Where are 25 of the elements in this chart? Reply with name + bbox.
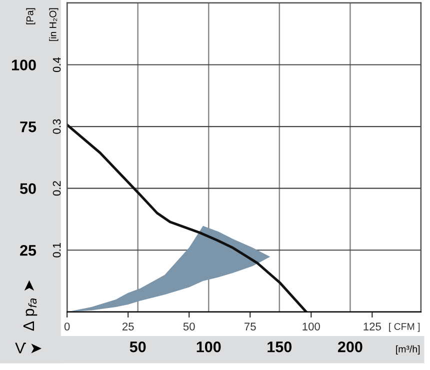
y-tick-label: 50 — [20, 183, 36, 194]
y-tick-label: 100 — [12, 60, 36, 70]
text: Δ p$_{fa}$ ➤ — [23, 280, 38, 331]
y2-axis-title: [in H₂O] — [49, 8, 58, 41]
x-tick-label: 25 — [122, 322, 134, 330]
x2-tick-label: 150 — [268, 341, 292, 352]
y2-tick-label: 0.4 — [52, 57, 61, 72]
y-axis-title: [Pa] — [26, 8, 36, 24]
x2-axis-title: [m³/h] — [396, 345, 420, 354]
text: V̇ ➤ — [15, 342, 42, 354]
x2-tick-label: 50 — [130, 341, 146, 352]
x-tick-label: 75 — [244, 322, 256, 330]
x-tick-label: 50 — [183, 322, 195, 330]
y-tick-label: 75 — [20, 122, 36, 132]
x-tick-label: 125 — [364, 322, 381, 330]
x2-tick-label: 100 — [196, 341, 221, 352]
y2-tick-label: 0.1 — [52, 242, 61, 258]
x-tick-label: 0 — [64, 322, 70, 330]
x-tick-label: 100 — [302, 322, 320, 330]
x2-tick-label: 200 — [338, 341, 362, 352]
y2-tick-label: 0.3 — [52, 119, 61, 134]
y2-tick-label: 0.2 — [52, 181, 61, 196]
line-series — [67, 124, 308, 312]
x-axis-title: [ CFM ] — [389, 322, 420, 332]
y-tick-label: 25 — [20, 244, 36, 256]
